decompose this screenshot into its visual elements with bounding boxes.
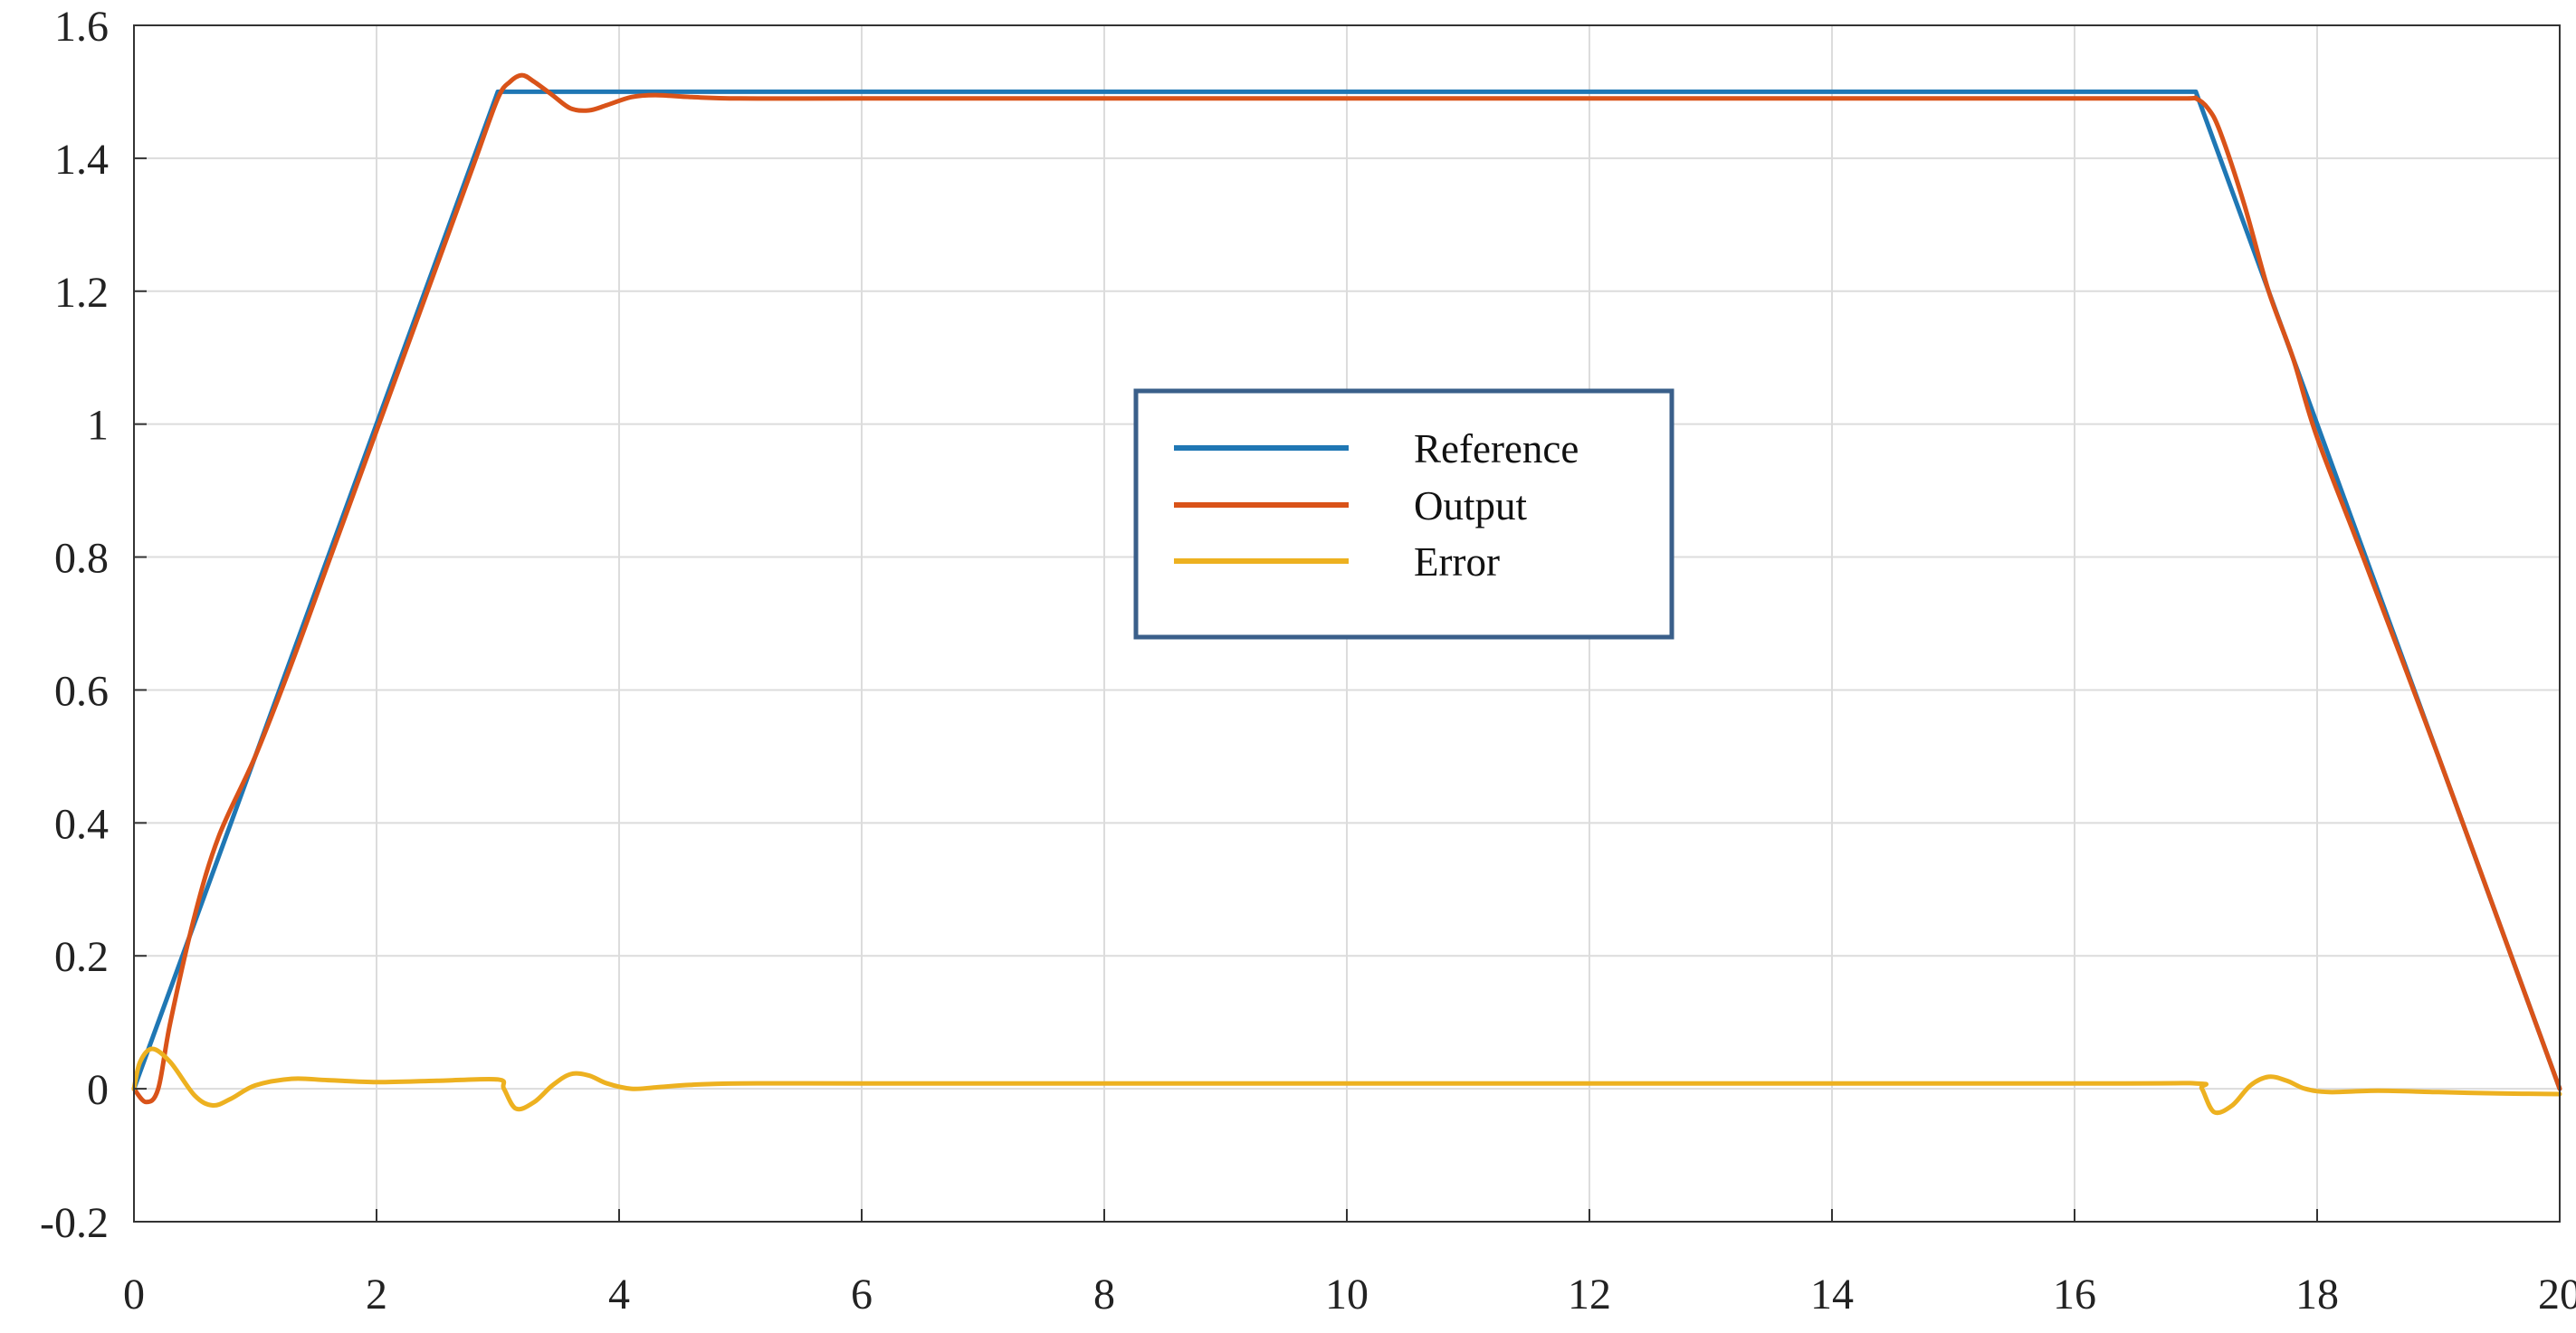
y-tick-label: 1.4 bbox=[54, 136, 109, 184]
series-line-error bbox=[131, 1046, 2562, 1116]
y-axis: -0.2 0 0.2 0.4 0.6 0.8 1 1.2 1.4 1.6 bbox=[40, 3, 147, 1247]
y-tick-label: 1 bbox=[87, 402, 109, 450]
y-tick-label: 0.6 bbox=[54, 667, 109, 715]
series-line-output bbox=[131, 72, 2562, 1105]
x-tick-label: 6 bbox=[851, 1271, 873, 1319]
y-tick-label: 1.6 bbox=[54, 3, 109, 51]
x-tick-label: 12 bbox=[1568, 1271, 1611, 1319]
x-tick-label: 20 bbox=[2538, 1271, 2576, 1319]
legend-box bbox=[1133, 388, 1674, 640]
x-tick-label: 10 bbox=[1325, 1271, 1369, 1319]
legend-label: Error bbox=[1414, 539, 1500, 585]
legend-label: Output bbox=[1414, 483, 1528, 528]
legend: Reference Output Error bbox=[1133, 388, 1674, 640]
y-tick-label: 0.8 bbox=[54, 535, 109, 583]
x-tick-label: 2 bbox=[366, 1271, 387, 1319]
y-tick-label: 0 bbox=[87, 1066, 109, 1114]
y-tick-label: 0.2 bbox=[54, 933, 109, 981]
x-axis: 0 2 4 6 8 10 12 14 16 18 20 bbox=[123, 1209, 2576, 1319]
x-tick-label: 8 bbox=[1093, 1271, 1115, 1319]
x-tick-label: 14 bbox=[1810, 1271, 1854, 1319]
x-tick-label: 0 bbox=[123, 1271, 145, 1319]
y-tick-label: -0.2 bbox=[40, 1199, 109, 1247]
y-tick-label: 0.4 bbox=[54, 800, 109, 848]
legend-label: Reference bbox=[1414, 426, 1579, 471]
x-tick-label: 18 bbox=[2295, 1271, 2339, 1319]
x-tick-label: 4 bbox=[608, 1271, 630, 1319]
series-group bbox=[131, 72, 2562, 1116]
y-tick-label: 1.2 bbox=[54, 269, 109, 317]
x-tick-label: 16 bbox=[2053, 1271, 2096, 1319]
